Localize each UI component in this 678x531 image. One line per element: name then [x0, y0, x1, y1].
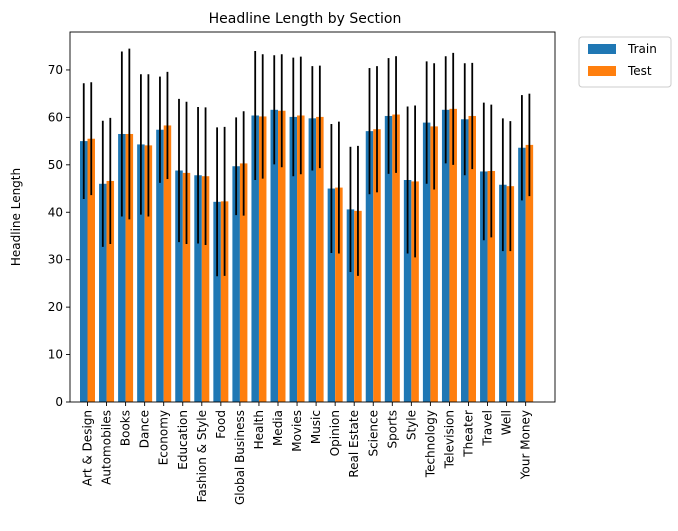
bar-train-1 — [99, 183, 107, 402]
bar-train-20 — [461, 119, 469, 402]
y-tick-label-2: 20 — [48, 300, 63, 314]
bar-train-7 — [213, 201, 221, 402]
bar-test-13 — [335, 187, 343, 402]
bar-train-12 — [308, 118, 317, 402]
x-tick-label-21: Travel — [481, 410, 495, 447]
legend[interactable]: Train Test — [578, 36, 672, 88]
y-axis-label: Headline Length — [9, 168, 23, 266]
x-tick-label-8: Global Business — [233, 410, 247, 505]
bar-test-7 — [220, 201, 229, 402]
bar-test-21 — [487, 170, 496, 402]
x-tick-label-5: Education — [176, 410, 190, 470]
bar-test-18 — [430, 126, 438, 403]
x-tick-label-10: Media — [271, 410, 285, 446]
bar-train-16 — [384, 115, 393, 403]
bar-test-16 — [392, 114, 400, 402]
bar-test-4 — [163, 125, 172, 402]
x-tick-label-2: Books — [119, 410, 133, 446]
bar-test-2 — [125, 133, 134, 403]
x-tick-label-6: Fashion & Style — [195, 410, 209, 502]
bar-train-10 — [270, 109, 278, 402]
x-tick-label-7: Food — [214, 410, 228, 439]
y-tick-label-4: 40 — [48, 205, 63, 219]
legend-label-train: Train — [627, 42, 657, 56]
bar-test-11 — [297, 115, 305, 403]
bar-train-14 — [346, 209, 355, 402]
x-tick-label-9: Health — [252, 410, 266, 449]
plot-area — [80, 48, 534, 403]
x-tick-label-15: Science — [366, 410, 380, 457]
x-tick-label-0: Art & Design — [81, 410, 95, 486]
bar-test-22 — [506, 186, 515, 402]
bar-test-9 — [258, 116, 267, 402]
bar-test-20 — [468, 115, 476, 403]
x-tick-label-23: Your Money — [519, 410, 533, 480]
x-tick-label-12: Music — [309, 410, 323, 444]
bar-train-19 — [441, 109, 450, 402]
bar-train-0 — [80, 141, 88, 402]
bar-train-18 — [422, 122, 431, 402]
bar-train-9 — [251, 115, 259, 403]
y-tick-label-6: 60 — [48, 110, 63, 124]
legend-label-test: Test — [627, 64, 652, 78]
x-tick-label-16: Sports — [385, 410, 399, 448]
bar-train-13 — [327, 188, 336, 402]
x-tick-label-13: Opinion — [328, 410, 342, 456]
x-tick-label-4: Economy — [157, 410, 171, 465]
bar-test-23 — [525, 144, 534, 402]
axes: 0 10 20 30 40 50 60 70 Art & Design Automobiles Bo… — [48, 31, 556, 505]
x-tick-label-3: Dance — [138, 410, 152, 448]
bar-train-17 — [403, 180, 412, 402]
bar-train-15 — [365, 131, 374, 402]
x-tick-label-1: Automobiles — [100, 410, 114, 485]
bar-test-14 — [354, 210, 362, 402]
bar-test-10 — [278, 110, 286, 403]
bar-train-21 — [480, 171, 488, 402]
x-tick-label-20: Theater — [462, 410, 476, 458]
bar-train-8 — [232, 166, 240, 402]
bar-test-1 — [106, 180, 115, 402]
bar-test-15 — [373, 129, 381, 403]
x-tick-label-14: Real Estate — [347, 410, 361, 478]
bar-test-17 — [411, 181, 419, 402]
y-tick-label-1: 10 — [48, 348, 63, 362]
bar-train-3 — [137, 144, 145, 403]
bar-test-3 — [144, 145, 153, 402]
bar-train-23 — [518, 147, 526, 402]
bar-train-11 — [289, 116, 298, 402]
bar-test-6 — [201, 176, 210, 402]
axes-frame — [69, 31, 556, 403]
bar-train-22 — [499, 184, 507, 402]
x-tick-label-17: Style — [404, 410, 418, 440]
bar-train-4 — [156, 129, 164, 402]
bar-test-0 — [87, 138, 95, 403]
y-tick-label-7: 70 — [48, 63, 63, 77]
bar-train-5 — [175, 170, 183, 402]
y-tick-label-0: 0 — [55, 395, 63, 409]
bar-test-8 — [239, 163, 248, 402]
y-tick-label-3: 30 — [48, 253, 63, 267]
legend-swatch-train — [588, 44, 616, 54]
bar-test-5 — [182, 172, 191, 402]
x-tick-label-22: Well — [500, 410, 514, 435]
chart-title: Headline Length by Section — [209, 11, 402, 27]
bar-test-19 — [449, 108, 457, 402]
x-tick-label-19: Television — [442, 410, 456, 469]
x-tick-label-18: Technology — [423, 410, 437, 478]
x-tick-label-11: Movies — [290, 410, 304, 452]
legend-swatch-test — [588, 66, 616, 76]
bar-train-6 — [194, 175, 202, 402]
bar-test-12 — [316, 116, 324, 402]
bar-train-2 — [118, 133, 126, 403]
y-tick-label-5: 50 — [48, 158, 63, 172]
